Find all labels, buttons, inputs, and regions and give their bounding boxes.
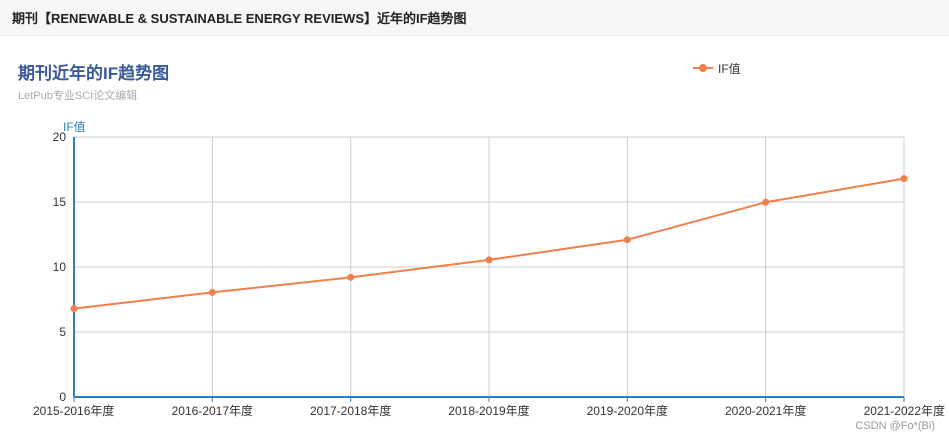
y-tick-label: 10 [53, 260, 67, 274]
y-tick-label: 5 [59, 325, 66, 339]
data-point [208, 288, 216, 296]
chart-subtitle: LetPub专业SCI论文编辑 [18, 90, 138, 102]
page-header-title: 期刊【RENEWABLE & SUSTAINABLE ENERGY REVIEW… [12, 11, 467, 26]
x-tick-label: 2021-2022年度 [864, 403, 945, 418]
data-point [347, 273, 355, 281]
x-tick-label: 2015-2016年度 [33, 403, 114, 418]
page-header: 期刊【RENEWABLE & SUSTAINABLE ENERGY REVIEW… [0, 0, 949, 36]
y-tick-label: 15 [53, 195, 67, 209]
y-axis-label: IF值 [63, 119, 86, 134]
chart-legend[interactable]: IF值 [692, 59, 741, 77]
y-tick-label: 20 [53, 130, 67, 144]
legend-line-marker-icon [692, 59, 714, 77]
x-tick-label: 2020-2021年度 [725, 403, 806, 418]
y-tick-label: 0 [59, 390, 66, 404]
data-point [623, 236, 631, 244]
data-point [485, 256, 493, 264]
x-tick-label: 2016-2017年度 [172, 403, 253, 418]
data-point [762, 198, 770, 206]
x-tick-label: 2019-2020年度 [587, 403, 668, 418]
legend-label: IF值 [718, 61, 741, 76]
data-point [70, 305, 78, 313]
watermark: CSDN @Fo*(Bi) [855, 420, 935, 432]
x-tick-label: 2018-2019年度 [448, 403, 529, 418]
chart-title: 期刊近年的IF趋势图 [18, 64, 170, 83]
data-point [900, 175, 908, 183]
x-tick-label: 2017-2018年度 [310, 403, 391, 418]
